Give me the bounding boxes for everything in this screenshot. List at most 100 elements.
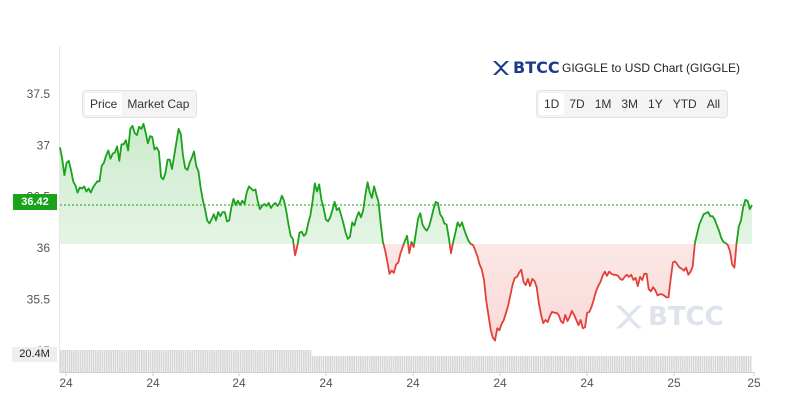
volume-bar: [519, 356, 522, 372]
volume-bar: [743, 356, 745, 372]
range-3m-button[interactable]: 3M: [621, 97, 639, 111]
volume-bar: [736, 356, 739, 372]
volume-bar: [316, 356, 318, 372]
volume-bar: [570, 356, 572, 372]
market-cap-button[interactable]: Market Cap: [127, 97, 190, 111]
volume-bar: [710, 356, 712, 372]
volume-bar: [368, 356, 371, 372]
volume-bar: [627, 356, 629, 372]
volume-bar: [594, 356, 596, 372]
volume-bar: [473, 356, 476, 372]
range-1m-button[interactable]: 1M: [594, 97, 612, 111]
volume-bar: [480, 356, 483, 372]
volume-bar: [419, 356, 421, 372]
volume-bar: [500, 356, 502, 372]
volume-bar: [152, 350, 154, 372]
volume-bar: [119, 350, 121, 372]
volume-bar: [272, 350, 274, 372]
price-line: [59, 122, 753, 342]
volume-bar: [622, 356, 625, 372]
volume-bar: [651, 356, 653, 372]
watermark-text: BTCC: [648, 302, 724, 332]
volume-bar: [138, 350, 141, 372]
volume-bar: [727, 356, 730, 372]
volume-bar: [329, 356, 331, 372]
chart-axes: [59, 46, 754, 373]
btcc-logo: BTCC: [492, 58, 560, 77]
volume-bar: [147, 350, 150, 372]
range-1d-button[interactable]: 1D: [539, 93, 565, 115]
volume-bar: [633, 356, 636, 372]
volume-bar: [548, 356, 550, 372]
volume-bar: [708, 356, 710, 372]
time-range-selector: 1D 7D 1M 3M 1Y YTD All: [536, 90, 729, 118]
price-button[interactable]: Price: [85, 93, 123, 115]
volume-bar: [108, 350, 110, 372]
volume-bar: [487, 356, 489, 372]
chart-title: GIGGLE to USD Chart (GIGGLE): [562, 61, 741, 75]
volume-bar: [68, 350, 71, 372]
volume-bar: [653, 356, 656, 372]
volume-bar: [504, 356, 507, 372]
volume-bar: [300, 350, 303, 372]
volume-bar: [495, 356, 498, 372]
volume-bar: [116, 350, 119, 372]
volume-bar: [287, 350, 290, 372]
volume-bar: [541, 356, 544, 372]
volume-badge: 20.4M: [12, 347, 57, 362]
volume-bar: [725, 356, 728, 372]
volume-bar: [353, 356, 355, 372]
range-all-button[interactable]: All: [706, 97, 721, 111]
volume-bar: [649, 356, 651, 372]
volume-bar: [537, 356, 539, 372]
volume-bar: [66, 350, 69, 372]
range-7d-button[interactable]: 7D: [569, 97, 585, 111]
volume-bar: [158, 350, 161, 372]
volume-bar: [351, 356, 353, 372]
volume-bar: [508, 356, 511, 372]
volume-bar: [747, 356, 750, 372]
volume-bar: [655, 356, 658, 372]
volume-bar: [86, 350, 88, 372]
btcc-logo-icon: [493, 60, 509, 75]
x-tick-label: 25: [747, 376, 761, 390]
volume-bar: [745, 356, 747, 372]
volume-bar: [644, 356, 647, 372]
volume-bar: [364, 356, 366, 372]
volume-bar: [688, 356, 691, 372]
volume-bar: [565, 356, 568, 372]
volume-bar: [309, 350, 312, 372]
volume-bar: [430, 356, 432, 372]
volume-bar: [270, 350, 272, 372]
volume-bar: [184, 350, 187, 372]
volume-bar: [535, 356, 537, 372]
volume-bar: [204, 350, 207, 372]
volume-bar: [250, 350, 253, 372]
volume-bar: [283, 350, 285, 372]
range-ytd-button[interactable]: YTD: [672, 97, 697, 111]
range-1y-button[interactable]: 1Y: [648, 97, 663, 111]
btcc-watermark: BTCC: [614, 302, 724, 332]
volume-bar: [123, 350, 126, 372]
volume-bar: [607, 356, 610, 372]
volume-bar: [533, 356, 535, 372]
volume-bar: [392, 356, 395, 372]
volume-bar: [377, 356, 380, 372]
volume-bar: [646, 356, 649, 372]
volume-bar: [574, 356, 577, 372]
volume-bar: [171, 350, 174, 372]
volume-bar: [703, 356, 706, 372]
volume-bar: [406, 356, 408, 372]
volume-bar: [340, 356, 342, 372]
volume-bar: [222, 350, 224, 372]
volume-bar: [84, 350, 86, 372]
volume-bar: [528, 356, 531, 372]
volume-bar: [92, 350, 95, 372]
volume-bar: [141, 350, 143, 372]
x-tick-label: 24: [59, 376, 73, 390]
volume-bar: [274, 350, 277, 372]
volume-bar: [717, 356, 719, 372]
volume-bar: [305, 350, 307, 372]
volume-bar: [60, 350, 62, 372]
